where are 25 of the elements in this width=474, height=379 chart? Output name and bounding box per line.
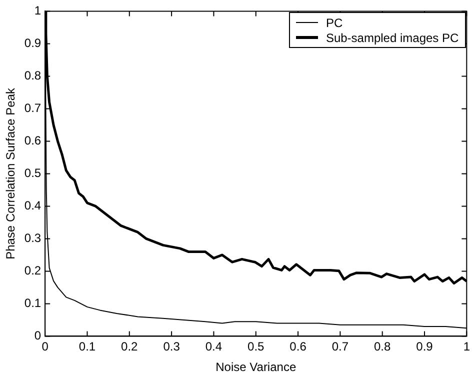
x-tick-label: 0.4	[205, 340, 222, 354]
x-tick-label: 0.2	[121, 340, 138, 354]
y-tick-label: 1	[34, 4, 42, 18]
y-tick-label: 0.7	[24, 101, 42, 116]
x-tick-label: 0.1	[78, 340, 96, 354]
y-tick-label: 0.3	[24, 231, 42, 246]
legend-label: Sub-sampled images PC	[326, 30, 459, 45]
legend-label: PC	[326, 16, 343, 30]
x-tick-label: 1	[463, 340, 470, 354]
y-tick-label: 0.9	[24, 36, 42, 50]
x-tick-label: 0.9	[416, 340, 434, 354]
y-tick-label: 0.1	[24, 296, 42, 310]
x-tick-label: 0.6	[290, 340, 307, 354]
y-tick-label: 0.2	[24, 264, 42, 278]
x-tick-label: 0.8	[374, 340, 392, 354]
y-tick-label: 0.4	[24, 198, 42, 213]
y-tick-label: 0.8	[24, 68, 42, 83]
y-tick-label: 0.5	[24, 166, 42, 180]
x-axis-title: Noise Variance	[216, 360, 296, 374]
x-tick-label: 0.7	[332, 340, 349, 354]
x-tick-label: 0.5	[248, 340, 265, 354]
y-axis-title: Phase Correlation Surface Peak	[4, 86, 18, 260]
x-tick-label: 0.3	[163, 340, 180, 354]
y-tick-label: 0.6	[24, 134, 42, 148]
y-tick-label: 0	[34, 328, 42, 343]
